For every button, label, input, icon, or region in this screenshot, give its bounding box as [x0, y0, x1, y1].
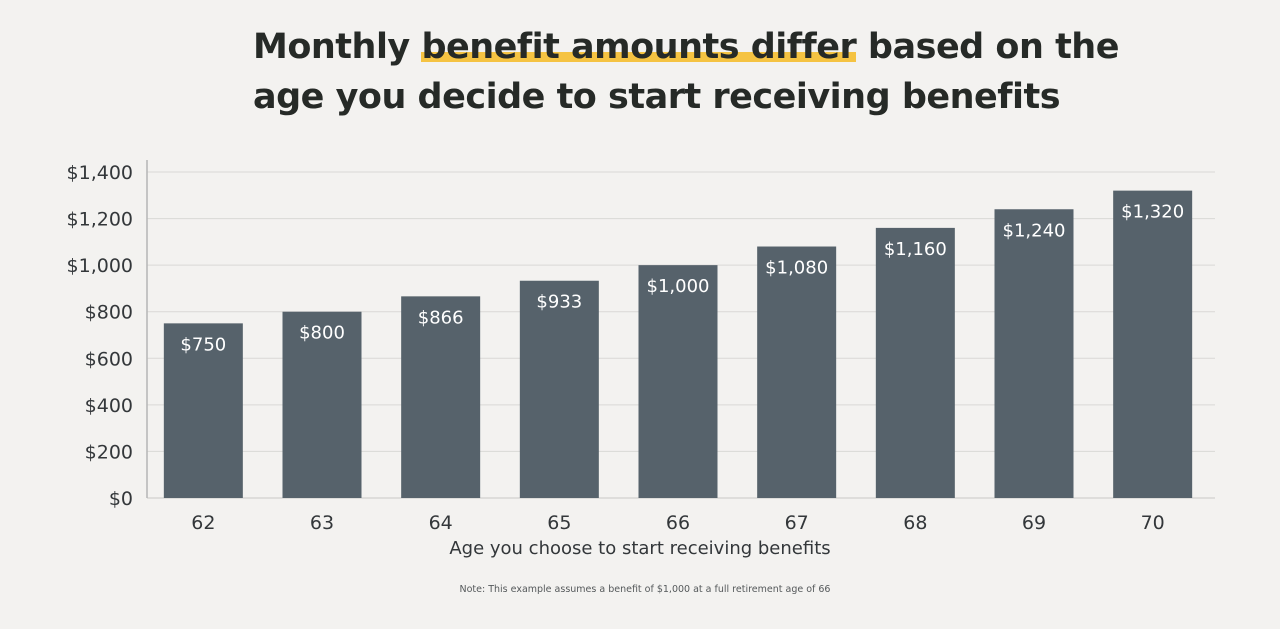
data-label: $1,000	[647, 276, 710, 297]
x-tick-label: 70	[1141, 512, 1165, 534]
chart-title: Monthly benefit amounts differ based on …	[253, 22, 1119, 122]
title-part: Monthly	[253, 27, 422, 67]
x-tick-label: 63	[310, 512, 334, 534]
bar	[401, 296, 481, 498]
y-tick-label: $600	[85, 348, 133, 370]
bar	[163, 323, 243, 498]
y-tick-label: $400	[85, 395, 133, 417]
bar	[875, 227, 955, 498]
data-label: $1,240	[1003, 220, 1066, 241]
x-tick-label: 62	[191, 512, 215, 534]
title-line2: age you decide to start receiving benefi…	[253, 77, 1061, 117]
title-highlight: benefit amounts differ	[421, 27, 857, 67]
data-label: $866	[418, 307, 464, 328]
bar	[638, 265, 718, 498]
bar	[519, 280, 599, 498]
y-tick-label: $0	[109, 488, 133, 510]
x-tick-label: 65	[547, 512, 571, 534]
bar	[282, 311, 362, 498]
y-tick-label: $1,400	[67, 162, 133, 184]
bar	[757, 246, 837, 498]
data-label: $800	[299, 323, 345, 344]
x-tick-label: 69	[1022, 512, 1046, 534]
bar	[1113, 190, 1193, 498]
data-label: $1,160	[884, 239, 947, 260]
y-tick-label: $1,000	[67, 255, 133, 277]
x-tick-label: 66	[666, 512, 690, 534]
y-tick-label: $200	[85, 441, 133, 463]
x-tick-label: 64	[429, 512, 453, 534]
bar	[994, 209, 1074, 498]
footnote: Note: This example assumes a benefit of …	[459, 584, 831, 595]
data-label: $1,320	[1121, 202, 1184, 223]
data-label: $933	[536, 292, 582, 313]
y-tick-label: $1,200	[67, 209, 133, 231]
x-axis-label: Age you choose to start receiving benefi…	[449, 538, 831, 559]
title-part: based on the	[856, 27, 1120, 67]
x-tick-label: 67	[785, 512, 809, 534]
x-tick-label: 68	[903, 512, 927, 534]
y-tick-label: $800	[85, 302, 133, 324]
data-label: $1,080	[765, 258, 828, 279]
data-label: $750	[180, 334, 226, 355]
